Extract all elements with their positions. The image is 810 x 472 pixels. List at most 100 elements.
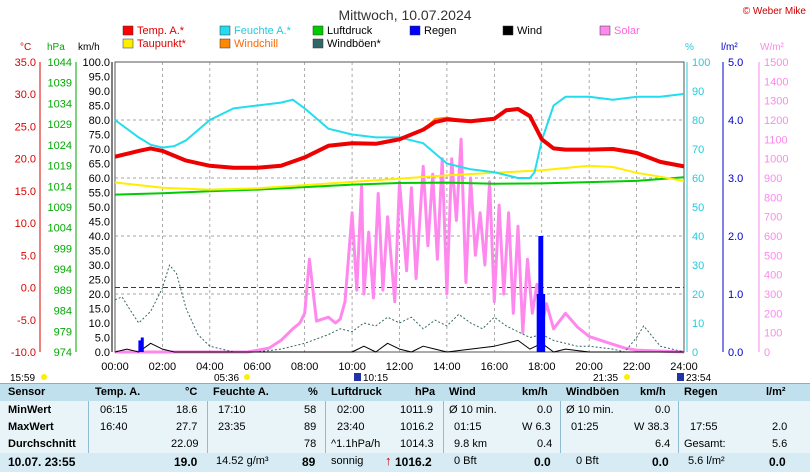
legend-swatch xyxy=(409,25,421,36)
x-tick-label: 18:00 xyxy=(528,361,556,373)
wind-tick-label: 0.0 xyxy=(95,347,110,359)
summary-table: Sensor Temp. A. °C Feuchte A. % Luftdruc… xyxy=(0,383,810,472)
x-tick-label: 12:00 xyxy=(386,361,414,373)
x-tick-label: 22:00 xyxy=(623,361,651,373)
wind-tick-label: 75.0 xyxy=(89,130,110,142)
rain-now-value: 0.0 xyxy=(769,455,786,469)
series-windboeen xyxy=(114,264,685,353)
wind-tick-label: 25.0 xyxy=(89,275,110,287)
dusk-time: 23:54 xyxy=(686,373,711,383)
dawn-time: 15:59 xyxy=(10,373,35,383)
wind-tick-label: 90.0 xyxy=(89,86,110,98)
pressure-tick-label: 989 xyxy=(54,285,72,297)
legend-swatch xyxy=(312,25,324,36)
row-label: Durchschnitt xyxy=(8,438,76,450)
gust-bft: 0 Bft xyxy=(576,455,599,467)
x-axis: 00:00 02:00 04:00 06:00 08:00 10:00 12:00 14:00… xyxy=(101,361,698,373)
rain-bar xyxy=(540,236,544,352)
wind-min-value: 0.0 xyxy=(537,404,553,416)
pressure-tick-label: 1034 xyxy=(48,98,72,110)
solar-tick-label: 1500 xyxy=(764,57,788,69)
humidity-tick-label: 60 xyxy=(692,173,704,185)
forecast-text: sonnig xyxy=(331,455,364,467)
table-row-avg: Durchschnitt 22.09 78 ^1.1hPa/h 1014.3 9… xyxy=(0,436,810,453)
press-max-time: 23:40 xyxy=(337,421,365,433)
table-row-min: MinWert 06:15 18.6 17:10 58 02:00 1011.9… xyxy=(0,402,810,419)
pressure-tick-label: 1044 xyxy=(48,57,72,69)
row-label: 10.07. 23:55 xyxy=(8,455,76,469)
press-trend: ^1.1hPa/h xyxy=(331,438,381,450)
series-taupunkt xyxy=(114,164,685,191)
rain-bar xyxy=(536,294,540,352)
humidity-tick-label: 40 xyxy=(692,231,704,243)
pressure-trend-arrow-icon: ↑ xyxy=(385,453,392,468)
solar-tick-label: 1400 xyxy=(764,76,788,88)
copyright-text: © Weber Mike xyxy=(743,6,807,17)
humidity-tick-label: 80 xyxy=(692,115,704,127)
legend-label: Taupunkt* xyxy=(137,38,187,50)
temp-tick-label: 25.0 xyxy=(15,121,36,133)
legend-label: Windchill xyxy=(234,38,278,50)
pressure-tick-label: 974 xyxy=(54,347,72,359)
temp-tick-label: 5.0 xyxy=(21,250,36,262)
temp-tick-label: -5.0 xyxy=(17,315,36,327)
sunrise-icon xyxy=(244,374,250,380)
wind-tick-label: 65.0 xyxy=(89,159,110,171)
wind-tick-label: 35.0 xyxy=(89,246,110,258)
legend-label: Temp. A.* xyxy=(137,25,185,37)
x-tick-label: 08:00 xyxy=(291,361,319,373)
press-avg-value: 1014.3 xyxy=(400,438,434,450)
pressure-tick-label: 999 xyxy=(54,243,72,255)
pressure-tick-label: 984 xyxy=(54,306,72,318)
header-temp-unit: °C xyxy=(185,386,198,398)
legend-label: Wind xyxy=(517,25,542,37)
hum-min-value: 58 xyxy=(304,404,317,416)
wind-avg-value: 0.4 xyxy=(537,438,553,450)
wind-bft: 0 Bft xyxy=(454,455,477,467)
x-tick-label: 20:00 xyxy=(575,361,603,373)
solar-tick-label: 400 xyxy=(764,270,782,282)
sun-icon xyxy=(41,374,47,380)
gust-max-time: 01:25 xyxy=(571,421,599,433)
gust-avg-value: 6.4 xyxy=(655,438,671,450)
rain-total-label: Gesamt: xyxy=(684,438,726,450)
abs-humidity: 14.52 g/m³ xyxy=(216,455,269,467)
solar-tick-label: 100 xyxy=(764,328,782,340)
rain-tick-label: 0.0 xyxy=(728,347,743,359)
pressure-unit-label: hPa xyxy=(47,42,65,53)
press-min-time: 02:00 xyxy=(337,404,365,416)
series-feuchte xyxy=(114,92,685,179)
noon-marker-icon xyxy=(354,373,361,381)
legend-swatch xyxy=(502,25,514,36)
pressure-tick-label: 1019 xyxy=(48,161,72,173)
wind-tick-label: 95.0 xyxy=(89,72,110,84)
hum-max-time: 23:35 xyxy=(218,421,246,433)
header-pressure: Luftdruck xyxy=(331,386,382,398)
row-label: MinWert xyxy=(8,404,52,416)
now-marker-icon xyxy=(677,373,684,381)
temp-min-time: 06:15 xyxy=(100,404,128,416)
wind-tick-label: 40.0 xyxy=(89,231,110,243)
temp-avg-value: 22.09 xyxy=(171,438,199,450)
hum-max-value: 89 xyxy=(304,421,317,433)
rain-max-time: 17:55 xyxy=(690,421,718,433)
gust-min-time: Ø 10 min. xyxy=(566,404,614,416)
solar-tick-label: 500 xyxy=(764,250,782,262)
rain-tick-label: 3.0 xyxy=(728,173,743,185)
humidity-tick-label: 20 xyxy=(692,289,704,301)
wind-tick-label: 20.0 xyxy=(89,289,110,301)
chart-title: Mittwoch, 10.07.2024 xyxy=(338,7,471,23)
temp-tick-label: 35.0 xyxy=(15,57,36,69)
humidity-unit-label: % xyxy=(685,42,694,53)
wind-tick-label: 80.0 xyxy=(89,115,110,127)
x-tick-label: 06:00 xyxy=(243,361,271,373)
rain-tick-label: 2.0 xyxy=(728,231,743,243)
x-tick-label: 10:00 xyxy=(338,361,366,373)
header-pressure-unit: hPa xyxy=(415,386,436,398)
header-temp: Temp. A. xyxy=(95,386,141,398)
hum-min-time: 17:10 xyxy=(218,404,246,416)
solar-tick-label: 300 xyxy=(764,289,782,301)
table-header-row: Sensor Temp. A. °C Feuchte A. % Luftdruc… xyxy=(0,384,810,401)
wind-tick-label: 45.0 xyxy=(89,217,110,229)
series-temp xyxy=(114,107,685,170)
